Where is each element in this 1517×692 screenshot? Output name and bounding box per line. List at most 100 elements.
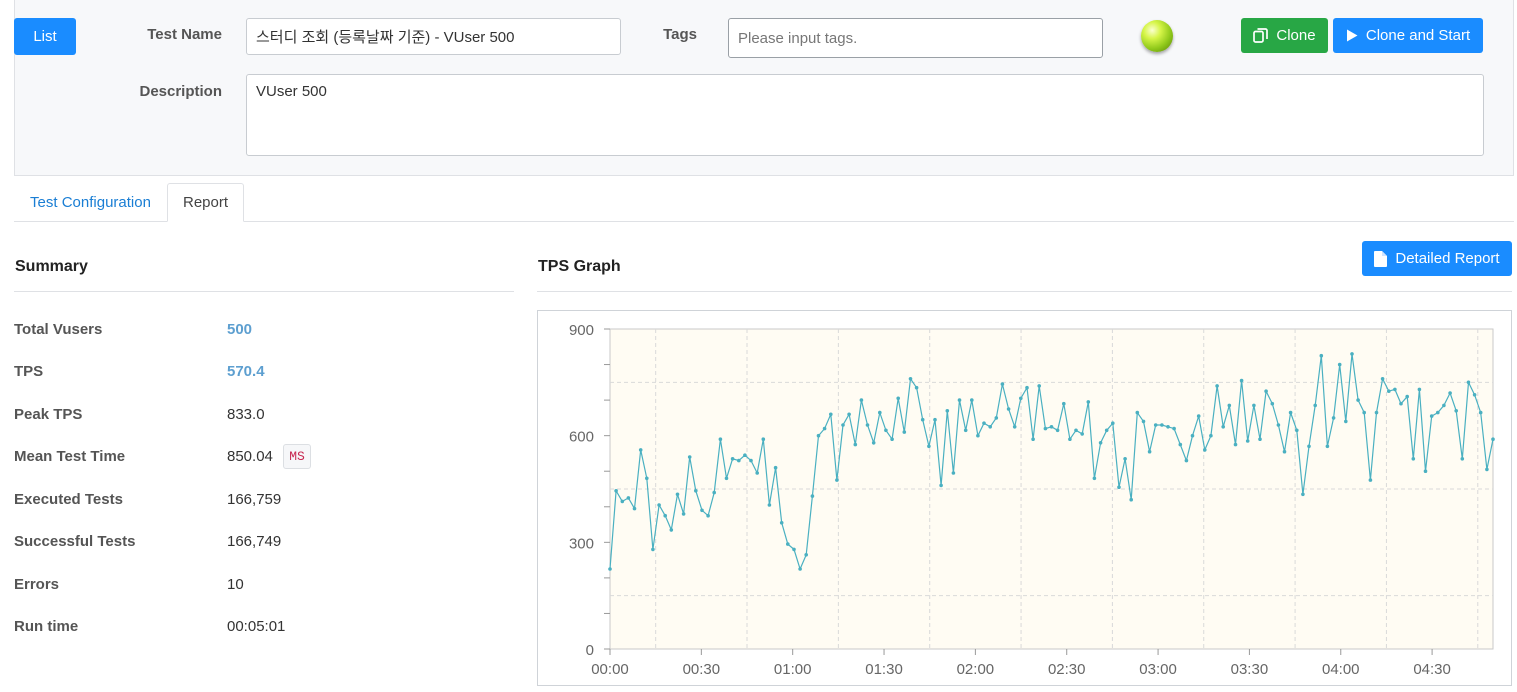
run-time-value: 00:05:01 <box>227 618 286 635</box>
tps-data-point <box>976 433 980 438</box>
tps-data-point <box>1325 444 1330 449</box>
tps-data-point <box>1172 426 1176 431</box>
tps-data-point <box>884 428 888 433</box>
tps-data-point <box>1233 442 1238 447</box>
tps-data-point <box>1387 389 1391 393</box>
list-button[interactable]: List <box>14 18 76 55</box>
tps-data-point <box>1055 428 1060 433</box>
summary-divider <box>14 291 514 292</box>
tps-data-point <box>847 412 851 417</box>
tps-data-point <box>755 471 759 475</box>
tps-data-point <box>939 483 943 488</box>
tps-data-point <box>645 476 649 481</box>
x-tick-label: 00:30 <box>683 661 721 678</box>
tps-data-point <box>914 385 919 390</box>
tps-data-point <box>675 492 680 497</box>
description-textarea[interactable] <box>246 74 1484 156</box>
tps-data-point <box>1043 426 1048 431</box>
tps-data-point <box>1411 457 1416 461</box>
tps-data-point <box>1135 410 1140 415</box>
x-tick-label: 01:30 <box>865 661 903 678</box>
tps-data-point <box>1252 403 1256 408</box>
tps-data-point <box>1454 409 1458 413</box>
tps-data-point <box>1264 389 1268 393</box>
successful-tests-value: 166,749 <box>227 533 282 550</box>
mean-test-time-label: Mean Test Time <box>14 448 126 465</box>
tps-data-point <box>1111 421 1115 425</box>
tps-data-point <box>1221 425 1225 429</box>
detailed-report-button[interactable]: Detailed Report <box>1362 241 1512 276</box>
tps-data-point <box>1209 433 1213 438</box>
tps-data-point <box>1362 410 1366 415</box>
clone-button-label: Clone <box>1276 27 1316 44</box>
tps-data-point <box>1012 425 1017 429</box>
tps-data-point <box>1147 449 1152 454</box>
tps-data-point <box>1019 396 1023 401</box>
tps-data-point <box>1025 385 1029 390</box>
x-tick-label: 01:00 <box>774 661 812 678</box>
total-vusers-value[interactable]: 500 <box>227 321 253 338</box>
tps-data-point <box>1074 428 1078 433</box>
tps-data-point <box>730 457 735 461</box>
tps-data-point <box>651 547 655 552</box>
tps-data-point <box>614 489 618 493</box>
tps-data-point <box>1374 410 1379 415</box>
tps-data-point <box>1178 442 1183 447</box>
tps-data-point <box>779 521 784 525</box>
x-tick-label: 04:30 <box>1413 661 1451 678</box>
tps-data-point <box>1491 437 1495 441</box>
tab-test-configuration[interactable]: Test Configuration <box>30 194 151 211</box>
tps-data-point <box>706 513 710 518</box>
tps-data-point <box>878 410 882 415</box>
tps-data-point <box>1399 401 1403 406</box>
tps-data-point <box>1104 428 1109 433</box>
tps-data-point <box>1203 448 1207 452</box>
x-tick-label: 00:00 <box>591 661 629 678</box>
tabs-divider <box>14 221 1514 222</box>
file-icon <box>1374 250 1388 267</box>
tps-data-point <box>920 417 925 422</box>
clone-button[interactable]: Clone <box>1241 18 1328 53</box>
tps-data-point <box>804 553 808 557</box>
tps-chart: 0 300 600 900 00:00 00:30 01:00 01:30 02:00 02:30… <box>537 310 1512 686</box>
peak-tps-label: Peak TPS <box>14 406 83 423</box>
x-tick-label: 02:00 <box>957 661 995 678</box>
tps-data-point <box>773 465 778 470</box>
total-vusers-label: Total Vusers <box>14 321 103 338</box>
tps-data-point <box>1086 400 1091 404</box>
clone-and-start-button[interactable]: Clone and Start <box>1333 18 1483 53</box>
executed-tests-value: 166,759 <box>227 491 282 508</box>
tps-data-point <box>1166 425 1170 429</box>
tps-data-point <box>1282 449 1287 454</box>
tps-data-point <box>1368 478 1373 482</box>
tps-data-point <box>1436 410 1440 415</box>
tps-data-point <box>871 441 876 445</box>
tps-data-point <box>608 567 612 571</box>
tps-data-point <box>1356 398 1360 402</box>
tps-data-point <box>865 423 870 427</box>
tags-input[interactable] <box>728 18 1103 58</box>
tps-data-point <box>798 567 802 571</box>
tab-report[interactable]: Report <box>167 183 244 222</box>
tps-data-point <box>1472 393 1477 397</box>
tps-data-point <box>1062 401 1066 406</box>
detailed-report-label: Detailed Report <box>1395 250 1500 267</box>
test-name-input[interactable] <box>246 18 621 55</box>
tps-data-point <box>1196 414 1201 418</box>
tps-data-point <box>1049 425 1054 429</box>
tps-data-point <box>737 458 741 463</box>
tps-data-point <box>1393 387 1397 392</box>
y-tick-label: 300 <box>569 535 594 552</box>
executed-tests-label: Executed Tests <box>14 491 123 508</box>
tps-value[interactable]: 570.4 <box>227 363 265 380</box>
tps-data-point <box>835 478 839 482</box>
tps-data-point <box>1319 353 1324 358</box>
tps-data-point <box>1460 457 1465 461</box>
tps-data-point <box>927 444 931 449</box>
mean-test-time-value: 850.04 <box>227 448 273 465</box>
y-tick-label: 600 <box>569 429 594 446</box>
status-indicator-light <box>1141 20 1173 52</box>
y-tick-label: 900 <box>569 322 594 339</box>
clone-and-start-label: Clone and Start <box>1365 27 1471 44</box>
tps-data-point <box>1098 441 1103 445</box>
